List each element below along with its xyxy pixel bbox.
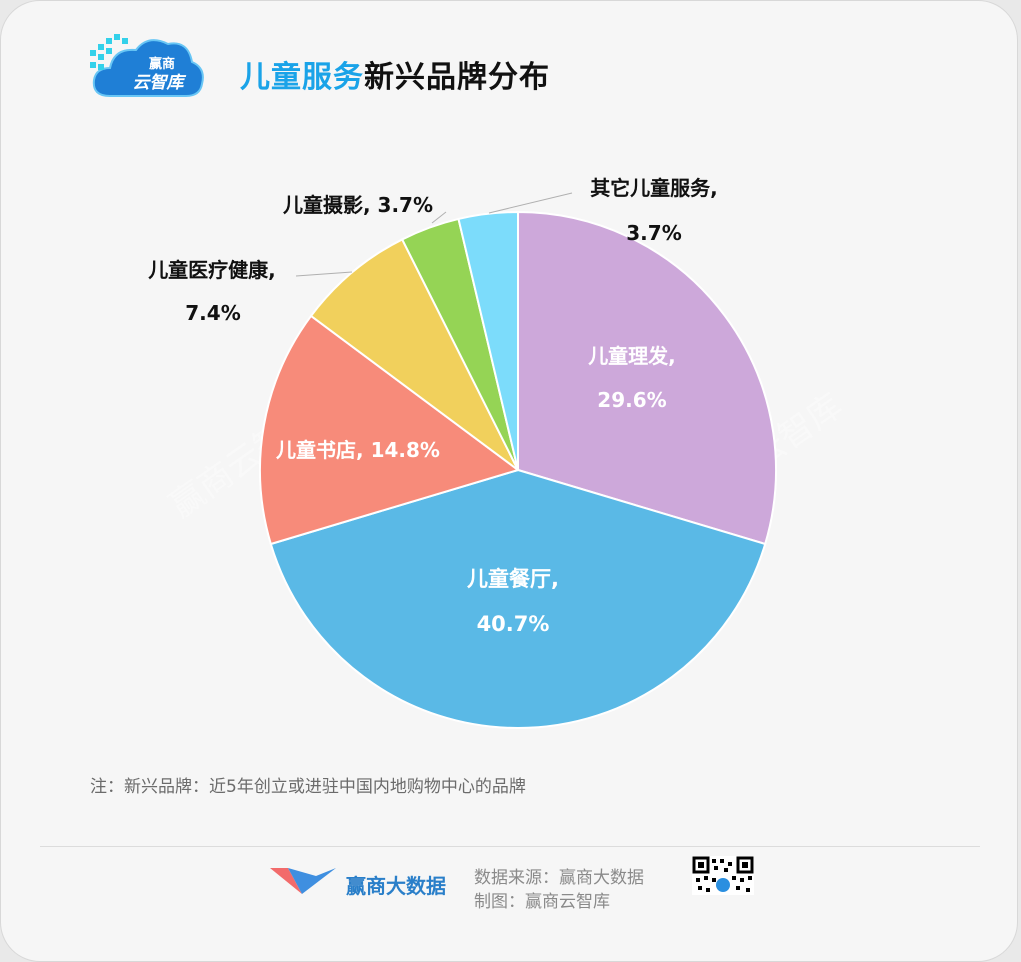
title-rest: 新兴品牌分布: [364, 60, 550, 95]
pie-slice-haircut: [517, 210, 777, 546]
leader-lines: [295, 192, 573, 277]
pie-slice-medical: [309, 238, 519, 471]
footnote: 注：新兴品牌：近5年创立或进驻中国内地购物中心的品牌: [90, 777, 526, 797]
title-highlight: 儿童服务: [240, 60, 364, 95]
slice-label-restaurant: 儿童餐厅,: [467, 567, 559, 591]
slice-label-bookstore: 儿童书店, 14.8%: [275, 438, 440, 462]
footer-source-line1: 数据来源：赢商大数据: [474, 868, 644, 888]
footer-source-line2: 制图：赢商云智库: [474, 892, 610, 912]
slice-label-photo: 儿童摄影, 3.7%: [282, 193, 433, 217]
page-title: 儿童服务新兴品牌分布: [240, 52, 550, 96]
logo-text-bottom: 云智库: [133, 73, 187, 93]
slice-label-medical: 儿童医疗健康,: [147, 258, 276, 282]
leader-line-other: [488, 192, 573, 214]
footer-brand: 赢商大数据: [346, 874, 446, 898]
pie-slice-bookstore: [259, 314, 521, 546]
pie-slice-restaurant: [269, 468, 767, 730]
footer-source: 数据来源：赢商大数据 制图：赢商云智库: [474, 866, 644, 914]
qr-code-icon[interactable]: [692, 856, 754, 895]
slice-value-haircut: 29.6%: [597, 388, 666, 412]
pie-chart: 赢商云智库 赢商云智库 赢商云智库 儿童理发, 29.6% 儿童餐厅, 40.7…: [147, 176, 777, 730]
leader-line-photo: [431, 211, 447, 224]
slice-value-other: 3.7%: [626, 221, 681, 245]
slice-label-other: 其它儿童服务,: [590, 176, 718, 200]
logo-cloud-icon: 赢商 云智库: [90, 34, 204, 97]
pie-slice-other: [457, 210, 519, 471]
slice-value-medical: 7.4%: [185, 301, 240, 325]
footer-logo-icon: [270, 868, 336, 894]
logo-text-top: 赢商: [149, 56, 175, 72]
leader-line-medical: [295, 271, 353, 277]
slice-label-haircut: 儿童理发,: [587, 344, 676, 368]
footer-divider: [40, 846, 980, 847]
slice-value-restaurant: 40.7%: [477, 612, 550, 636]
